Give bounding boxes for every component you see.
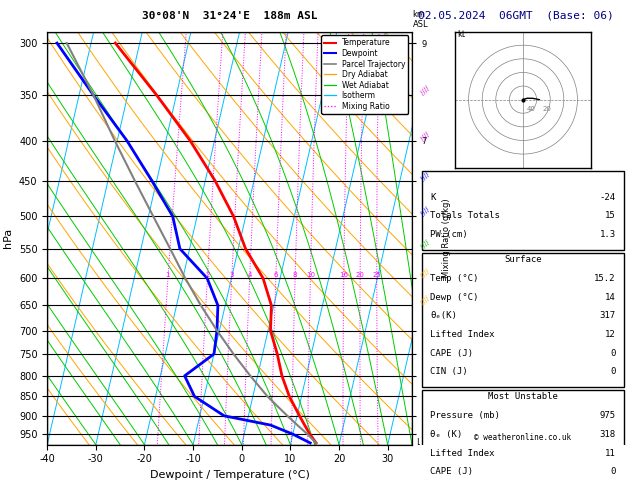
Text: 20: 20 — [355, 272, 365, 278]
Text: 25: 25 — [372, 272, 381, 278]
Text: 15: 15 — [605, 211, 616, 220]
Text: 11: 11 — [605, 449, 616, 457]
Text: 4: 4 — [247, 272, 252, 278]
Text: 30°08'N  31°24'E  188m ASL: 30°08'N 31°24'E 188m ASL — [142, 11, 318, 21]
Text: ////: //// — [420, 86, 430, 96]
Text: 0: 0 — [610, 367, 616, 376]
Text: 10: 10 — [306, 272, 315, 278]
Text: CAPE (J): CAPE (J) — [430, 348, 474, 358]
Text: ////: //// — [420, 295, 430, 306]
Text: 8: 8 — [293, 272, 298, 278]
Text: PW (cm): PW (cm) — [430, 230, 468, 239]
Text: 318: 318 — [599, 430, 616, 439]
Bar — [422, 390, 624, 486]
Text: CIN (J): CIN (J) — [430, 367, 468, 376]
Legend: Temperature, Dewpoint, Parcel Trajectory, Dry Adiabat, Wet Adiabat, Isotherm, Mi: Temperature, Dewpoint, Parcel Trajectory… — [321, 35, 408, 114]
Text: 317: 317 — [599, 311, 616, 320]
Text: 975: 975 — [599, 411, 616, 420]
Text: 15.2: 15.2 — [594, 274, 616, 283]
Text: Mixing Ratio (g/kg): Mixing Ratio (g/kg) — [442, 198, 451, 278]
Text: θₑ(K): θₑ(K) — [430, 311, 457, 320]
Text: 2: 2 — [205, 272, 209, 278]
Text: CAPE (J): CAPE (J) — [430, 467, 474, 476]
Text: ////: //// — [420, 239, 430, 250]
Text: kt: kt — [458, 30, 466, 39]
Text: Surface: Surface — [504, 255, 542, 264]
Text: © weatheronline.co.uk: © weatheronline.co.uk — [474, 433, 572, 442]
Text: 0: 0 — [610, 467, 616, 476]
Text: -24: -24 — [599, 192, 616, 202]
Text: 6: 6 — [274, 272, 278, 278]
Text: 12: 12 — [605, 330, 616, 339]
Text: Pressure (mb): Pressure (mb) — [430, 411, 500, 420]
X-axis label: Dewpoint / Temperature (°C): Dewpoint / Temperature (°C) — [150, 470, 309, 480]
Text: 1.3: 1.3 — [599, 230, 616, 239]
Bar — [422, 253, 624, 387]
Text: LCL: LCL — [416, 438, 431, 448]
Bar — [422, 172, 624, 250]
Text: 02.05.2024  06GMT  (Base: 06): 02.05.2024 06GMT (Base: 06) — [418, 11, 614, 21]
Text: 0: 0 — [610, 348, 616, 358]
Text: Lifted Index: Lifted Index — [430, 330, 495, 339]
Text: 14: 14 — [605, 293, 616, 302]
Text: 3: 3 — [230, 272, 234, 278]
Text: ////: //// — [420, 207, 430, 217]
Text: 20: 20 — [542, 105, 551, 111]
Text: Temp (°C): Temp (°C) — [430, 274, 479, 283]
Text: 16: 16 — [339, 272, 348, 278]
Text: ////: //// — [420, 131, 430, 142]
Text: ////: //// — [420, 268, 430, 279]
Text: Dewp (°C): Dewp (°C) — [430, 293, 479, 302]
Text: θₑ (K): θₑ (K) — [430, 430, 463, 439]
Y-axis label: hPa: hPa — [3, 228, 13, 248]
Text: Totals Totals: Totals Totals — [430, 211, 500, 220]
Text: km
ASL: km ASL — [413, 10, 428, 29]
Text: Lifted Index: Lifted Index — [430, 449, 495, 457]
Text: K: K — [430, 192, 436, 202]
Text: Most Unstable: Most Unstable — [488, 392, 558, 401]
Text: 40: 40 — [527, 105, 536, 111]
Text: ////: //// — [420, 171, 430, 182]
Text: 1: 1 — [165, 272, 170, 278]
